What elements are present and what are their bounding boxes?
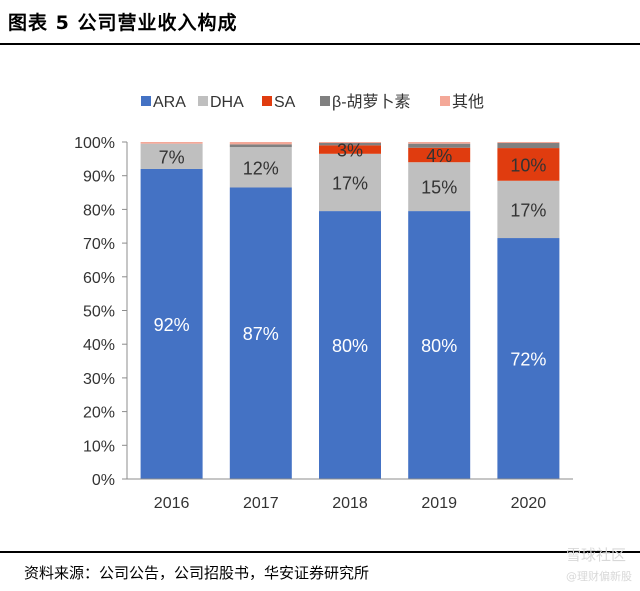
data-label-DHA: 7%	[159, 147, 185, 167]
stacked-bar-chart: ARA DHA SA β-胡萝卜素 其他 0% 10% 20% 30% 40% 50% 60% 70%…	[74, 93, 573, 512]
y-tick-label: 70%	[83, 236, 115, 253]
bar-segment-beta-2018	[319, 143, 381, 146]
bar-segment-other-2019	[408, 142, 471, 144]
y-tick-label: 40%	[83, 337, 115, 354]
data-label-ARA: 92%	[154, 315, 190, 335]
bar-segment-ARA-2016	[140, 168, 203, 479]
bar-segment-SA-2020	[497, 148, 560, 181]
bar-segment-other-2016	[140, 142, 203, 144]
y-tick-label: 90%	[83, 169, 115, 186]
y-tick-label: 10%	[83, 438, 115, 455]
data-label-ARA: 72%	[510, 350, 546, 370]
y-tick-label: 0%	[92, 472, 115, 489]
bar-segment-SA-2018	[319, 145, 381, 154]
bar-segment-other-2017	[229, 142, 292, 145]
bar-segment-DHA-2019	[408, 162, 471, 212]
y-tick-label: 60%	[83, 270, 115, 287]
bar-segment-ARA-2020	[497, 238, 560, 479]
bars: 92% 7% 87% 12% 80% 17% 3% 80% 15% 4% 72% 17% 10%	[140, 141, 560, 479]
x-axis: 2016 2017 2018 2019 2020	[127, 478, 573, 512]
data-label-ARA: 80%	[421, 336, 457, 356]
bar-segment-ARA-2017	[229, 187, 292, 479]
legend: ARA DHA SA β-胡萝卜素 其他	[141, 93, 484, 111]
data-label-SA: 4%	[426, 146, 452, 166]
data-label-DHA: 17%	[332, 173, 368, 193]
figure-title: 图表 5 公司营业收入构成	[8, 12, 238, 34]
data-label-DHA: 15%	[421, 178, 457, 198]
x-tick-label: 2020	[511, 495, 547, 512]
bar-segment-DHA-2016	[140, 143, 203, 169]
bar-segment-beta-2017	[229, 144, 292, 148]
bar-segment-DHA-2018	[319, 153, 381, 212]
legend-label-beta: β-胡萝卜素	[332, 93, 411, 111]
bar-segment-other-2020	[497, 142, 560, 144]
legend-swatch-ARA	[141, 96, 151, 106]
data-label-DHA: 17%	[510, 200, 546, 220]
y-tick-label: 30%	[83, 371, 115, 388]
bar-segment-DHA-2020	[497, 180, 560, 239]
legend-swatch-other	[440, 96, 450, 106]
data-label-SA: 3%	[337, 141, 363, 161]
data-label-ARA: 87%	[243, 324, 279, 344]
y-tick-label: 20%	[83, 405, 115, 422]
source-rule	[0, 551, 640, 553]
legend-label-ARA: ARA	[153, 94, 186, 111]
bar-segment-SA-2019	[408, 147, 471, 163]
bar-segment-ARA-2018	[319, 211, 381, 479]
data-label-ARA: 80%	[332, 336, 368, 356]
y-axis: 0% 10% 20% 30% 40% 50% 60% 70% 80% 90% 100%	[74, 135, 128, 489]
source-note: 资料来源：公司公告，公司招股书，华安证券研究所	[24, 564, 370, 582]
watermark-author: @理财偏新股	[566, 570, 632, 583]
legend-label-DHA: DHA	[210, 94, 244, 111]
watermark-logo-text: 雪球社区	[565, 546, 626, 564]
title-rule	[0, 43, 640, 45]
bar-segment-DHA-2017	[229, 147, 292, 188]
bar-segment-ARA-2019	[408, 211, 471, 479]
x-tick-label: 2017	[243, 495, 279, 512]
x-tick-label: 2016	[154, 495, 190, 512]
bar-segment-other-2018	[319, 142, 381, 144]
legend-swatch-beta	[320, 96, 330, 106]
data-label-SA: 10%	[510, 155, 546, 175]
y-tick-label: 50%	[83, 304, 115, 321]
legend-swatch-DHA	[198, 96, 208, 106]
bar-segment-beta-2020	[497, 143, 560, 149]
legend-label-other: 其他	[452, 93, 484, 111]
x-tick-label: 2018	[332, 495, 368, 512]
y-tick-label: 80%	[83, 202, 115, 219]
x-tick-label: 2019	[421, 495, 457, 512]
y-tick-label: 100%	[74, 135, 115, 152]
bar-segment-beta-2019	[408, 143, 471, 148]
data-label-DHA: 12%	[243, 158, 279, 178]
legend-swatch-SA	[262, 96, 272, 106]
legend-label-SA: SA	[274, 94, 296, 111]
